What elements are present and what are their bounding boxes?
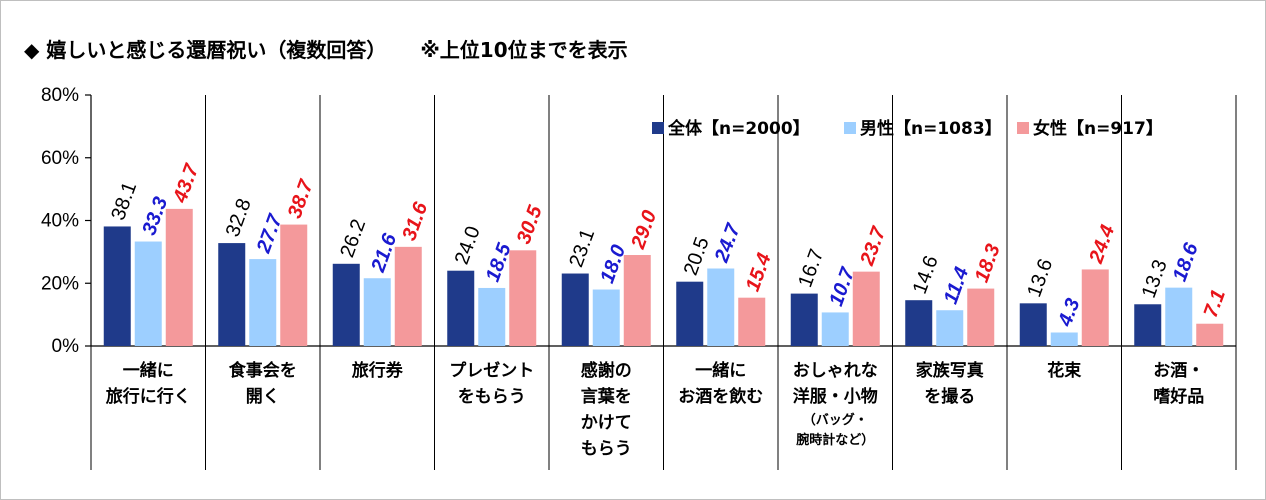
bar-all (332, 263, 360, 346)
bar-female (738, 297, 766, 346)
category-label: かけて (581, 413, 632, 433)
category-label: プレゼント (449, 360, 534, 381)
value-label: 24.0 (451, 223, 485, 267)
bar-all (1019, 303, 1047, 346)
value-label: 32.8 (222, 196, 256, 240)
bar-female (1196, 323, 1224, 346)
y-tick-label: 80% (41, 85, 79, 106)
value-label: 31.6 (398, 199, 432, 244)
category-label: 家族写真 (916, 360, 984, 381)
bar-male (592, 289, 620, 346)
legend-swatch-female (1017, 122, 1029, 134)
category-label: 旅行券 (352, 360, 404, 381)
bar-male (363, 278, 391, 346)
y-tick-label: 60% (41, 148, 79, 169)
value-label: 29.0 (627, 208, 661, 253)
chart-title-row: ◆ 嬉しいと感じる還暦祝い（複数回答） ※上位10位までを表示 (24, 34, 628, 63)
legend-swatch-male (844, 122, 856, 134)
bar-all (676, 281, 704, 346)
category-label: 一緒に (123, 360, 174, 381)
category-label: 言葉を (581, 386, 632, 407)
value-label: 14.6 (909, 253, 943, 297)
category-label: おしゃれな (793, 361, 878, 381)
value-label: 24.4 (1085, 222, 1119, 267)
bar-female (967, 288, 995, 346)
value-label: 7.1 (1200, 287, 1230, 321)
value-label: 23.7 (856, 223, 891, 269)
category-label: 食事会を (229, 360, 297, 381)
y-tick-label: 0% (52, 336, 80, 357)
chart-note: ※上位10位までを表示 (420, 38, 628, 62)
category-label: お酒・ (1153, 360, 1204, 381)
bar-male (821, 312, 849, 346)
bar-male (936, 310, 964, 346)
legend-label: 全体【n=2000】 (667, 118, 810, 139)
y-tick-label: 20% (41, 273, 79, 294)
bar-female (623, 255, 651, 346)
legend-swatch-all (652, 122, 664, 134)
value-label: 24.7 (710, 220, 745, 266)
value-label: 4.3 (1054, 296, 1085, 331)
value-label: 16.7 (794, 246, 828, 290)
bar-male (1050, 332, 1078, 346)
bar-all (103, 226, 131, 346)
value-label: 23.1 (565, 226, 599, 270)
bar-female (852, 271, 880, 346)
value-label: 30.5 (513, 202, 547, 247)
chart-title: ◆ 嬉しいと感じる還暦祝い（複数回答） (24, 38, 387, 62)
category-label: 感謝の (581, 360, 632, 381)
bar-male (478, 287, 506, 346)
category-label: もらう (581, 439, 632, 459)
value-label: 18.3 (971, 241, 1005, 285)
bar-female (165, 208, 193, 346)
value-label: 43.7 (169, 161, 204, 207)
bar-all (218, 243, 246, 346)
bar-male (1165, 287, 1193, 346)
bar-all (561, 273, 589, 346)
category-label: 嗜好品 (1153, 386, 1204, 407)
category-label: 花束 (1047, 360, 1081, 381)
value-label: 18.6 (1169, 239, 1203, 284)
bar-all (905, 300, 933, 346)
bar-all (1134, 304, 1162, 346)
bar-female (509, 250, 537, 346)
value-label: 15.4 (742, 250, 776, 294)
value-label: 13.6 (1023, 256, 1057, 300)
bar-female (1081, 269, 1109, 346)
y-tick-label: 40% (41, 211, 79, 232)
bar-male (249, 259, 277, 346)
bar-all (447, 270, 475, 346)
bar-female (280, 224, 308, 346)
bar-all (790, 293, 818, 346)
category-label: 旅行に行く (106, 386, 191, 407)
category-label: をもらう (458, 387, 526, 407)
bar-male (707, 268, 735, 346)
category-label: 一緒に (695, 360, 746, 381)
legend-label: 男性【n=1083】 (860, 118, 1002, 139)
value-label: 38.7 (284, 176, 318, 221)
category-label: 洋服・小物 (793, 386, 878, 407)
category-label: お酒を飲む (678, 386, 763, 407)
bar-male (134, 241, 162, 346)
category-label: を撮る (924, 386, 975, 407)
value-label: 38.1 (107, 179, 141, 223)
category-note: 腕時計など） (796, 432, 874, 448)
category-label: 開く (246, 387, 280, 407)
bar-female (394, 246, 422, 346)
category-note: （バッグ・ (803, 412, 868, 428)
value-label: 26.2 (336, 216, 370, 260)
legend-label: 女性【n=917】 (1033, 118, 1163, 139)
